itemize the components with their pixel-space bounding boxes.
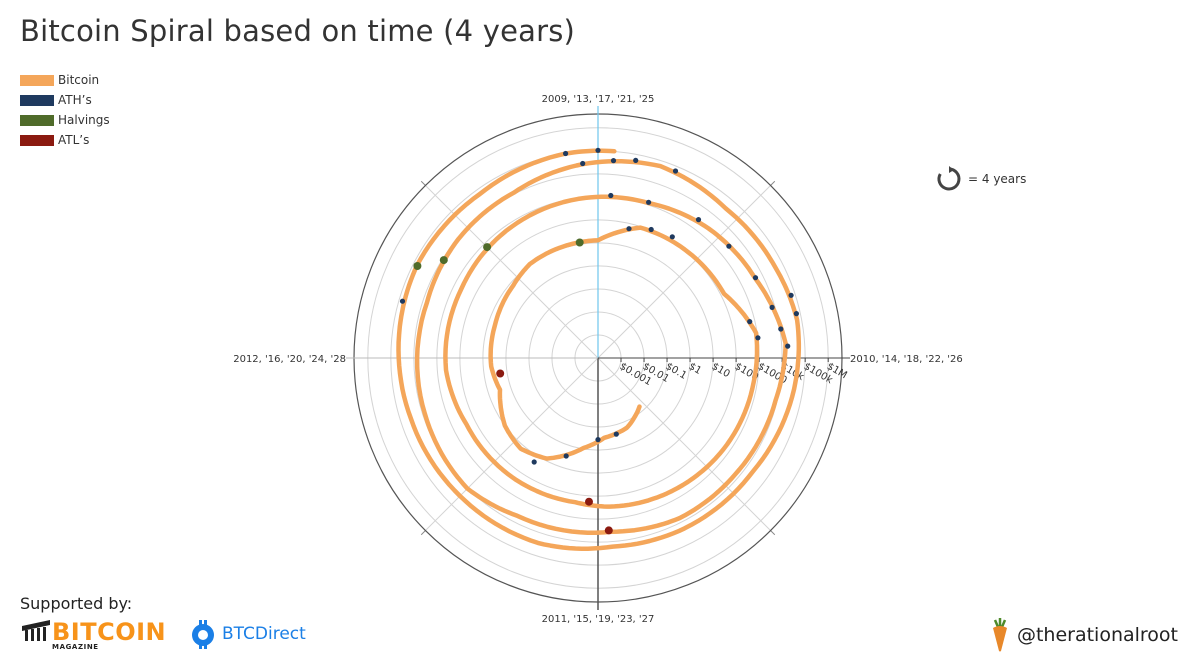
atl-point [585,497,593,506]
legend-swatch [20,94,54,106]
outer-tick [770,530,776,536]
ath-point [793,311,800,317]
chart-title: Bitcoin Spiral based on time (4 years) [20,14,576,48]
legend-item-bitcoin[interactable]: Bitcoin [20,70,110,90]
legend-label: ATH’s [58,93,92,107]
ath-point [747,319,753,325]
ath-point [610,158,617,164]
ath-point [672,168,679,174]
ath-point [669,234,675,240]
series-2-markers [413,238,584,270]
cycle-key: = 4 years [936,166,1026,192]
legend-swatch [20,134,54,146]
halving-point [575,238,584,247]
btc-direct-mark-icon [192,620,214,649]
angular-label-left: 2012, '16, '20, '24, '28 [233,354,346,365]
atl-point [496,369,505,378]
grid-spoke [425,357,599,531]
bitcoin-magazine-mark-icon [22,620,50,641]
outer-tick [420,180,426,186]
legend-label: Bitcoin [58,73,100,87]
halving-point [439,256,448,265]
ath-point [595,437,601,443]
bitcoin-magazine-logo[interactable]: BITCOIN MAGAZINE [22,620,166,651]
ath-point [563,150,569,157]
atl-point [604,526,613,535]
ath-point [785,343,791,349]
grid-spoke [597,357,771,531]
legend-item-atls[interactable]: ATL’s [20,130,110,150]
legend-item-halvings[interactable]: Halvings [20,110,110,130]
legend-label: Halvings [58,113,110,127]
ath-point [531,459,537,465]
legend-swatch [20,74,54,86]
outer-tick [420,530,426,536]
ath-point [778,326,784,332]
halving-point [483,243,492,252]
grid [346,106,850,610]
halving-point [413,262,422,270]
ath-point [648,226,654,233]
ath-point [399,298,406,304]
cycle-key-label: = 4 years [968,172,1027,186]
radial-tick-label: $10 [710,361,732,380]
ath-point [695,217,702,223]
ath-point [613,431,619,437]
bitcoin-magazine-sub: MAGAZINE [52,643,99,651]
legend-swatch [20,114,54,126]
ath-point [595,147,601,153]
btc-direct-logo[interactable]: BTCDirect [190,618,306,650]
ath-point [646,199,652,205]
angular-label-top: 2009, '13, '17, '21, '25 [542,94,655,105]
cycle-arrow-icon [937,166,961,191]
ath-point [626,226,632,232]
bitcoin-magazine-word: BITCOIN [52,618,167,646]
outer-tick [770,180,776,186]
ath-point [608,192,614,199]
credit-handle: @therationalroot [1016,624,1178,646]
legend-label: ATL’s [58,133,90,147]
series-bitcoin-line [396,148,802,551]
credit[interactable]: @therationalroot [989,618,1178,652]
ath-point [788,292,794,298]
ath-point [726,243,732,249]
ath-point [755,335,761,341]
legend-item-aths[interactable]: ATH’s [20,90,110,110]
ath-point [563,453,569,459]
angular-label-bottom: 2011, '15, '19, '23, '27 [542,614,655,625]
ath-point [752,275,759,281]
grid-spoke [597,185,771,359]
btc-direct-word: BTCDirect [222,624,306,644]
supported-by-label: Supported by: [20,594,133,613]
grid-spoke [425,185,599,359]
angular-label-right: 2010, '14, '18, '22, '26 [850,354,963,365]
ath-point [769,304,775,310]
series-1-markers [399,147,800,465]
ath-point [633,157,639,163]
series-3-markers [496,369,613,535]
ath-point [580,160,586,167]
carrot-icon [992,618,1007,652]
legend: Bitcoin ATH’s Halvings ATL’s [20,70,110,150]
